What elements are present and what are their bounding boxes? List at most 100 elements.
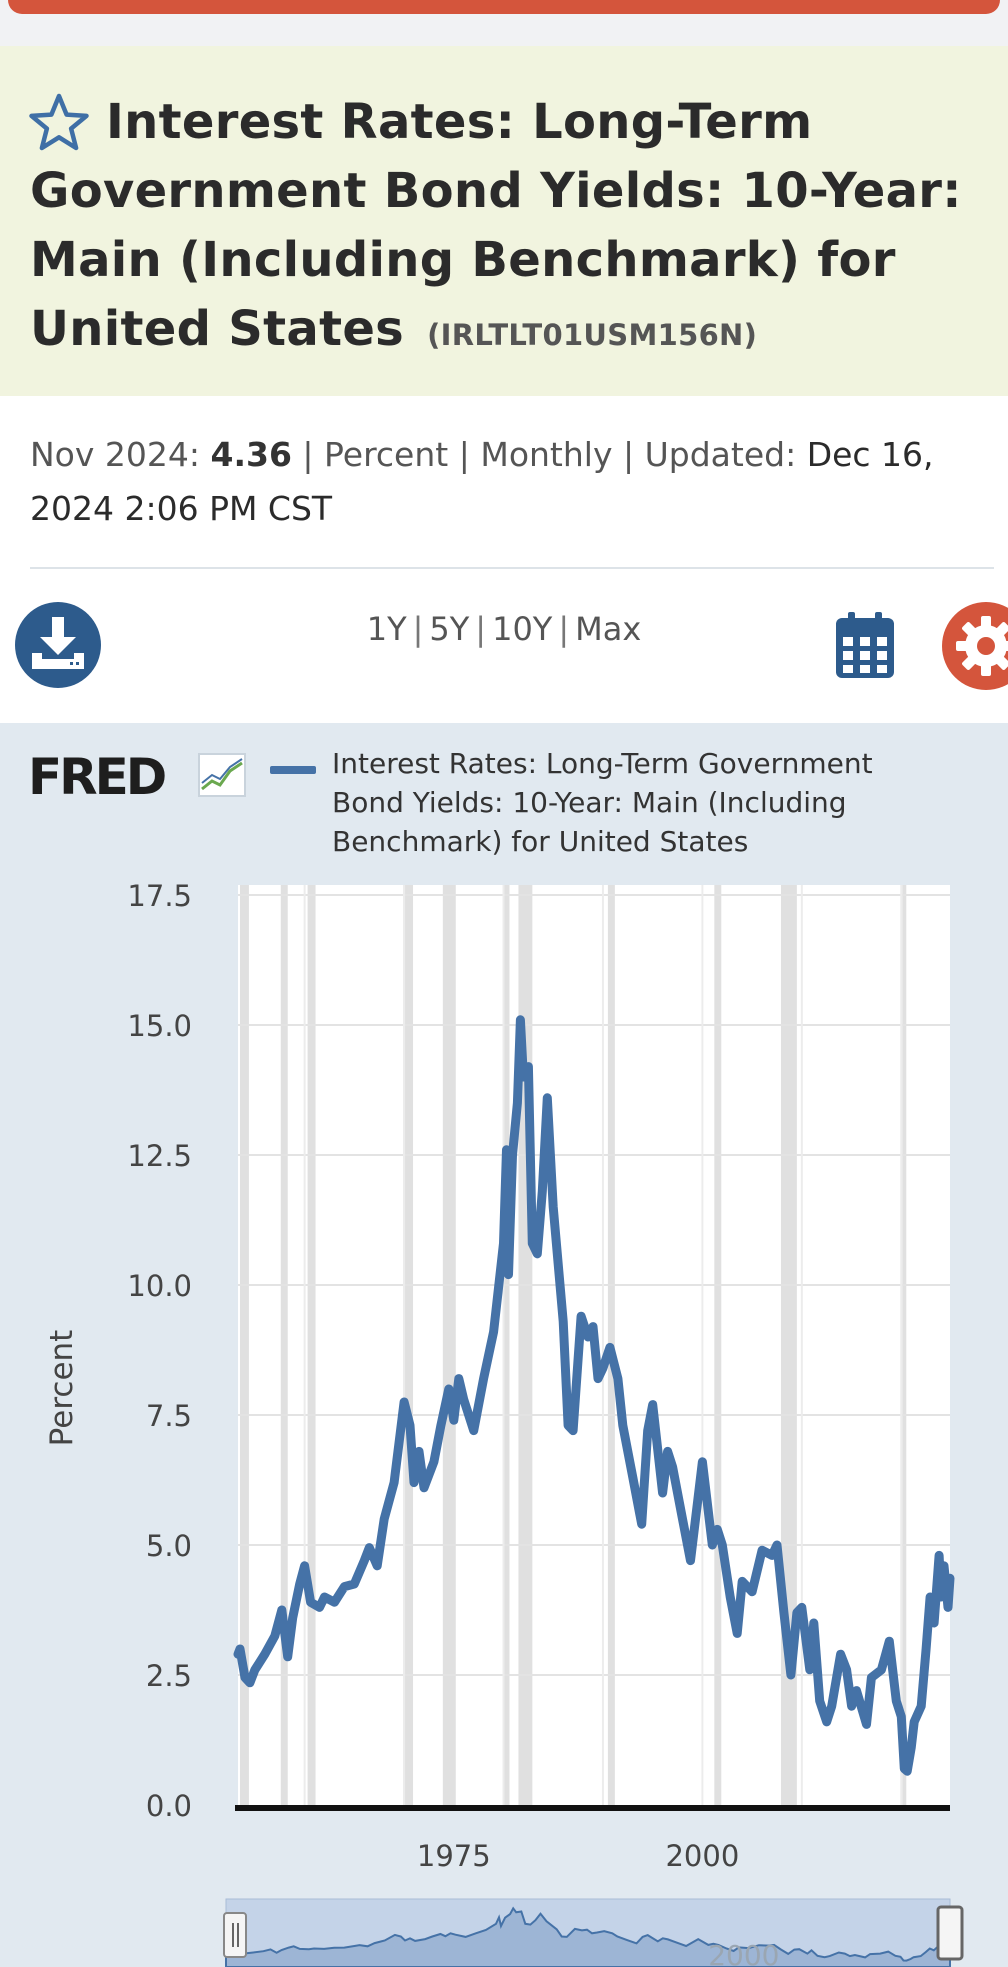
data-point <box>292 1617 294 1619</box>
data-point <box>244 1677 246 1679</box>
data-point <box>790 1674 792 1676</box>
data-point <box>552 1206 554 1208</box>
data-point <box>947 1606 949 1608</box>
data-point <box>672 1466 674 1468</box>
data-point <box>448 1388 450 1390</box>
top-accent-bar <box>8 0 1000 14</box>
data-point <box>572 1430 574 1432</box>
data-point <box>647 1430 649 1432</box>
data-point <box>751 1591 753 1593</box>
data-point <box>304 1565 306 1567</box>
data-point <box>527 1066 529 1068</box>
data-point <box>522 1076 524 1078</box>
updated-value: Dec 16, 2024 2:06 PM CST <box>30 435 934 528</box>
data-point <box>856 1690 857 1692</box>
y-tick-label: 17.5 <box>127 879 192 913</box>
meta-sep: | <box>458 435 470 474</box>
calendar-icon[interactable] <box>834 610 896 680</box>
data-point <box>503 1242 504 1244</box>
data-point <box>929 1596 931 1598</box>
navigator-handle-left[interactable] <box>223 1912 247 1958</box>
date-range-links: 1Y | 5Y | 10Y | Max <box>366 610 642 648</box>
range-max[interactable]: Max <box>575 610 642 648</box>
star-outline-icon[interactable] <box>28 92 90 152</box>
recession-band <box>239 885 249 1805</box>
data-point <box>866 1723 867 1725</box>
data-point <box>609 1346 611 1348</box>
data-point <box>310 1601 312 1603</box>
data-point <box>423 1487 425 1489</box>
data-point <box>622 1424 624 1426</box>
data-point <box>458 1378 460 1380</box>
meta-sep: | <box>302 435 314 474</box>
range-5y[interactable]: 5Y <box>429 610 470 648</box>
data-point <box>870 1677 872 1679</box>
data-point <box>334 1601 335 1603</box>
data-point <box>453 1419 455 1421</box>
data-point <box>541 1190 543 1192</box>
data-point <box>546 1097 548 1099</box>
chart-mini-icon <box>198 753 246 797</box>
data-point <box>353 1583 355 1585</box>
data-point <box>383 1518 385 1520</box>
data-point <box>846 1669 848 1671</box>
data-point <box>463 1398 465 1400</box>
data-point <box>903 1768 905 1770</box>
legend-entry: Interest Rates: Long-Term Government Bon… <box>332 747 873 858</box>
data-point <box>938 1554 940 1556</box>
data-point <box>913 1721 915 1723</box>
data-point <box>597 1378 599 1380</box>
data-point <box>363 1560 365 1562</box>
data-point <box>393 1482 395 1484</box>
data-point <box>940 1596 942 1598</box>
data-point <box>783 1612 785 1614</box>
data-point <box>519 1019 521 1021</box>
title-panel <box>0 46 1008 396</box>
series-meta: Nov 2024: 4.36 | Percent | Monthly | Upd… <box>30 428 990 536</box>
y-tick-label: 12.5 <box>127 1139 192 1173</box>
data-point <box>418 1450 420 1452</box>
data-point <box>761 1549 763 1551</box>
data-point <box>508 1274 509 1276</box>
data-point <box>771 1554 773 1556</box>
data-point <box>662 1492 664 1494</box>
data-point <box>368 1547 370 1549</box>
data-point <box>493 1331 495 1333</box>
download-icon[interactable] <box>14 601 102 689</box>
data-point <box>592 1326 594 1328</box>
data-point <box>536 1253 538 1255</box>
data-point <box>910 1747 912 1749</box>
data-point <box>819 1700 821 1702</box>
data-point <box>826 1721 828 1723</box>
y-axis-label: Percent <box>44 1330 80 1447</box>
y-tick-label: 5.0 <box>146 1529 192 1563</box>
y-tick-label: 0.0 <box>146 1789 192 1823</box>
data-point <box>512 1154 513 1156</box>
data-point <box>249 1682 251 1684</box>
range-10y[interactable]: 10Y <box>492 610 553 648</box>
recession-band <box>442 885 456 1805</box>
recession-band <box>307 885 316 1805</box>
data-point <box>690 1560 691 1562</box>
data-point <box>580 1315 582 1317</box>
data-point <box>721 1544 723 1546</box>
data-point <box>641 1523 643 1525</box>
data-point <box>239 1648 241 1650</box>
data-point <box>925 1648 927 1650</box>
data-point <box>667 1450 669 1452</box>
data-point <box>696 1502 698 1504</box>
updated-label: Updated: <box>644 435 797 474</box>
navigator-handle-right[interactable] <box>936 1905 964 1961</box>
x-tick-label: 1975 <box>417 1839 491 1873</box>
data-point <box>632 1476 634 1478</box>
gear-icon[interactable] <box>940 602 1008 690</box>
data-point <box>900 1716 902 1718</box>
data-point <box>933 1622 935 1624</box>
recession-band <box>503 885 510 1805</box>
data-point <box>567 1424 569 1426</box>
data-point <box>516 1102 518 1104</box>
range-1y[interactable]: 1Y <box>366 610 407 648</box>
data-point <box>473 1430 475 1432</box>
data-point <box>729 1596 731 1598</box>
series-title: Interest Rates: Long-Term Government Bon… <box>30 94 962 357</box>
